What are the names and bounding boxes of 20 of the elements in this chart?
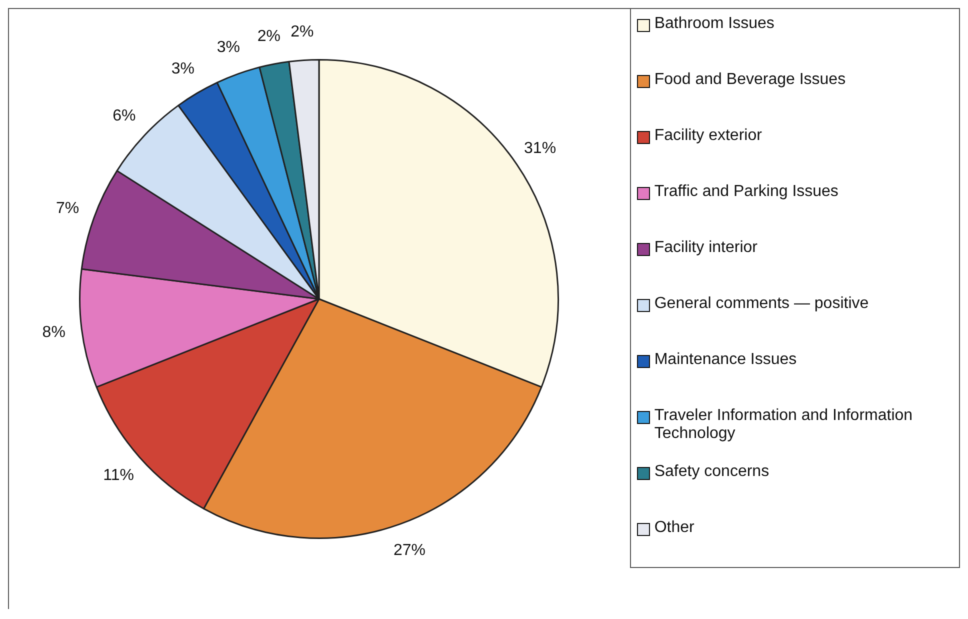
data-label: 31% — [524, 140, 556, 158]
legend-label: General comments — positive — [654, 295, 870, 313]
data-label: 2% — [257, 28, 280, 45]
legend-label: Bathroom Issues — [654, 15, 776, 33]
data-label: 8% — [42, 324, 66, 341]
legend-label: Food and Beverage Issues — [654, 71, 847, 89]
data-label: 3% — [171, 60, 195, 78]
legend-label: Traffic and Parking Issues — [654, 183, 840, 201]
data-label: 2% — [290, 24, 314, 41]
legend-label: Maintenance Issues — [654, 351, 798, 369]
data-label: 6% — [112, 107, 136, 124]
legend-label: Facility interior — [654, 239, 758, 257]
legend-label: Traveler Information and Information Technology — [654, 407, 914, 443]
data-label: 7% — [56, 200, 80, 217]
legend-label: Facility exterior — [654, 127, 763, 145]
data-label: 3% — [216, 38, 240, 56]
data-label: 11% — [103, 467, 134, 484]
legend-label: Other — [654, 519, 696, 537]
legend-label: Safety concerns — [654, 463, 770, 481]
data-label: 27% — [394, 542, 426, 559]
